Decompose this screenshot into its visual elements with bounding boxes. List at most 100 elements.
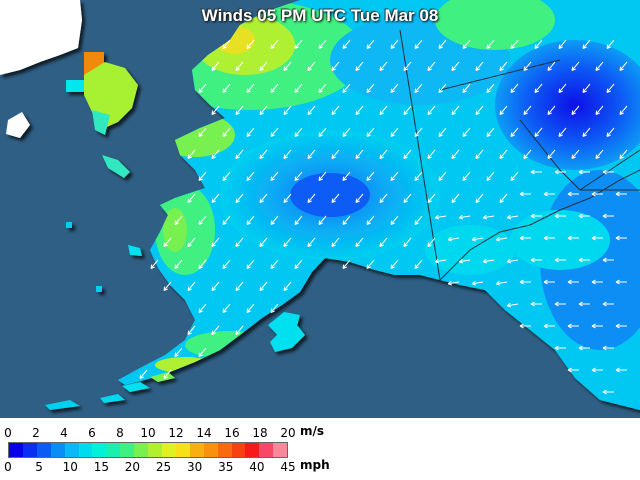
wind-arrow-head (615, 323, 620, 327)
wind-arrow-head (379, 112, 384, 115)
wind-arrow (379, 149, 388, 159)
wind-arrow-head (427, 154, 430, 159)
wind-arrow-head (246, 88, 249, 93)
wind-arrow-head (475, 112, 480, 115)
wind-arrow-head (390, 266, 395, 269)
wind-arrow-head (543, 191, 548, 195)
wind-arrow-head (558, 90, 563, 93)
wind-arrow (283, 281, 292, 291)
wind-arrow-head (558, 46, 563, 49)
wind-arrow (342, 39, 351, 49)
wind-arrow-head (434, 217, 440, 220)
wind-arrow-head (211, 330, 214, 335)
wind-arrow-head (530, 213, 535, 217)
wind-arrow-head (222, 46, 227, 49)
wind-arrow-head (558, 44, 561, 49)
wind-arrow (558, 127, 567, 137)
wind-arrow-head (530, 215, 535, 219)
wind-arrow-head (235, 200, 240, 203)
wind-arrow-head (355, 68, 360, 71)
wind-arrow-head (235, 288, 240, 291)
wind-arrow (211, 105, 220, 115)
wind-arrow (619, 61, 628, 71)
wind-arrow-head (222, 90, 227, 93)
wind-arrow-head (486, 176, 489, 181)
wind-arrow-head (342, 44, 345, 49)
wind-arrow-head (471, 283, 477, 286)
wind-arrow (246, 83, 255, 93)
wind-arrow-head (530, 259, 535, 263)
wind-arrow-head (475, 68, 480, 71)
wind-arrow-head (294, 178, 299, 181)
wind-arrow-head (283, 68, 288, 71)
wind-arrow-head (591, 323, 596, 327)
wind-arrow-head (270, 88, 273, 93)
wind-arrow (451, 61, 460, 71)
wind-arrow-head (591, 191, 596, 195)
wind-arrow (558, 83, 567, 93)
wind-arrow-head (403, 244, 408, 247)
color-swatch (134, 443, 149, 457)
wind-arrow-head (530, 171, 535, 175)
wind-arrow-head (471, 236, 476, 241)
wind-arrow-head (602, 171, 607, 175)
wind-arrow-head (366, 88, 369, 93)
wind-arrow-head (591, 193, 596, 197)
wind-arrow-head (427, 110, 430, 115)
wind-arrow-head (486, 134, 491, 137)
wind-arrow-head (510, 132, 513, 137)
wind-arrow-head (270, 308, 273, 313)
wind-arrow-head (222, 132, 225, 137)
wind-arrow-head (414, 46, 419, 49)
wind-arrow (235, 61, 244, 71)
wind-arrow-head (331, 112, 336, 115)
wind-arrow (270, 171, 279, 181)
wind-arrow-head (578, 213, 583, 217)
wind-arrow (486, 127, 495, 137)
wind-arrow-head (259, 68, 264, 71)
wind-arrow (403, 237, 412, 247)
wind-arrow-head (355, 156, 360, 159)
wind-arrow-head (523, 154, 526, 159)
wind-arrow-head (283, 156, 288, 159)
wind-arrow-head (506, 261, 512, 264)
wind-arrow-head (294, 134, 299, 137)
mph-tick-label: 25 (155, 460, 172, 474)
wind-arrow-head (510, 44, 513, 49)
wind-arrow-head (427, 198, 430, 203)
wind-arrow-head (342, 220, 345, 225)
wind-arrow (475, 61, 484, 71)
wind-arrow-head (403, 112, 408, 115)
wind-arrow-head (427, 66, 430, 71)
wind-arrow (366, 127, 375, 137)
wind-arrow-head (602, 169, 607, 173)
wind-arrow-head (519, 193, 524, 197)
wind-arrow-head (270, 310, 275, 313)
wind-arrow-head (259, 156, 264, 159)
wind-arrow-head (198, 132, 201, 137)
wind-map (0, 0, 640, 418)
wind-arrow-head (163, 286, 166, 291)
wind-arrow-head (355, 244, 360, 247)
wind-arrow (414, 259, 423, 269)
wind-arrow-head (486, 88, 489, 93)
wind-arrow-head (246, 308, 249, 313)
wind-arrow-head (366, 132, 369, 137)
wind-arrow-head (554, 303, 559, 307)
wind-arrow-head (495, 280, 500, 285)
wind-arrow-head (602, 303, 607, 307)
wind-arrow-head (534, 44, 537, 49)
wind-arrow-head (591, 279, 596, 283)
wind-arrow (270, 39, 279, 49)
wind-arrow-head (523, 110, 526, 115)
wind-arrow-head (198, 354, 203, 357)
wind-arrow-head (567, 367, 572, 371)
wind-arrow (211, 237, 220, 247)
wind-arrow-head (222, 266, 227, 269)
wind-arrow-head (451, 156, 456, 159)
wind-arrow-head (187, 244, 192, 247)
wind-arrow (435, 215, 447, 219)
color-swatch (78, 443, 93, 457)
wind-arrow-head (591, 367, 596, 371)
wind-arrow-head (294, 132, 297, 137)
